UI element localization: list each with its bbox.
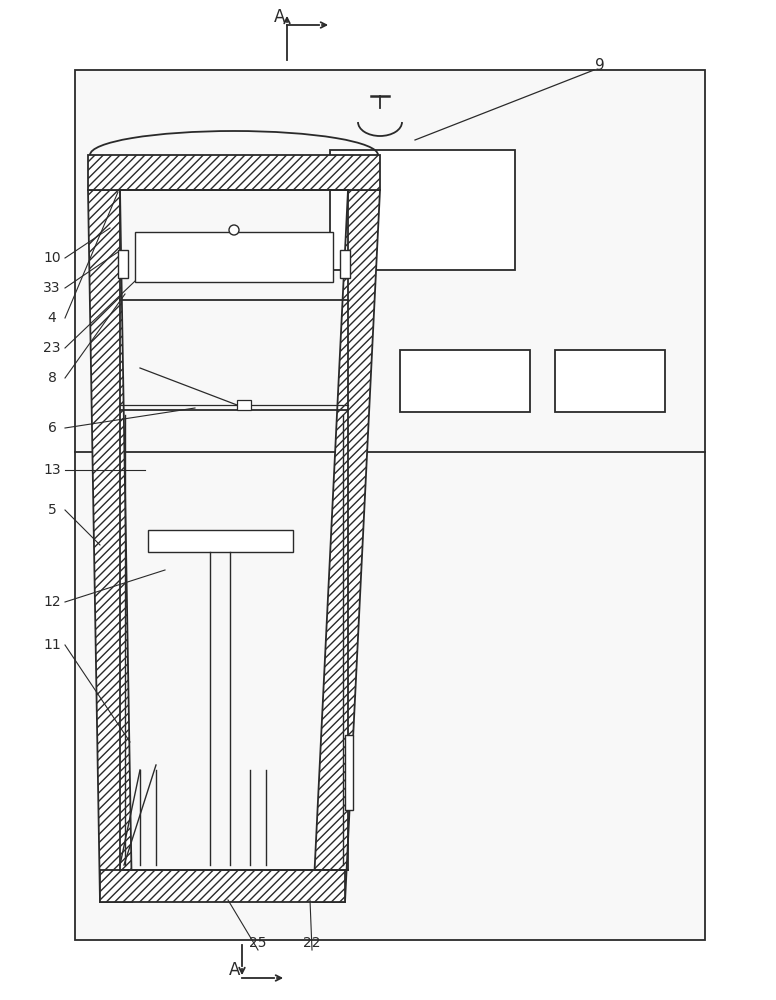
Text: 5: 5: [47, 503, 57, 517]
Polygon shape: [88, 155, 380, 190]
Text: 11: 11: [43, 638, 61, 652]
Text: 4: 4: [47, 311, 57, 325]
Bar: [75, 70, 705, 940]
Text: 25: 25: [249, 936, 267, 950]
Bar: [340, 250, 350, 278]
Bar: [118, 250, 128, 278]
Polygon shape: [100, 870, 345, 902]
Bar: [135, 232, 333, 282]
Polygon shape: [88, 190, 132, 902]
Text: 33: 33: [43, 281, 61, 295]
Bar: [555, 350, 665, 412]
Text: 23: 23: [43, 341, 61, 355]
Bar: [148, 530, 293, 552]
Bar: [400, 350, 530, 412]
Text: A: A: [274, 8, 285, 26]
Text: 8: 8: [47, 371, 57, 385]
Text: A: A: [229, 961, 240, 979]
Bar: [237, 400, 251, 410]
Text: 22: 22: [303, 936, 320, 950]
Text: 12: 12: [43, 595, 61, 609]
Circle shape: [229, 225, 239, 235]
Polygon shape: [313, 190, 380, 902]
Text: 10: 10: [43, 251, 61, 265]
Text: 9: 9: [595, 57, 605, 73]
Text: 13: 13: [43, 463, 61, 477]
Text: 6: 6: [47, 421, 57, 435]
Bar: [345, 735, 353, 810]
Bar: [330, 150, 515, 270]
